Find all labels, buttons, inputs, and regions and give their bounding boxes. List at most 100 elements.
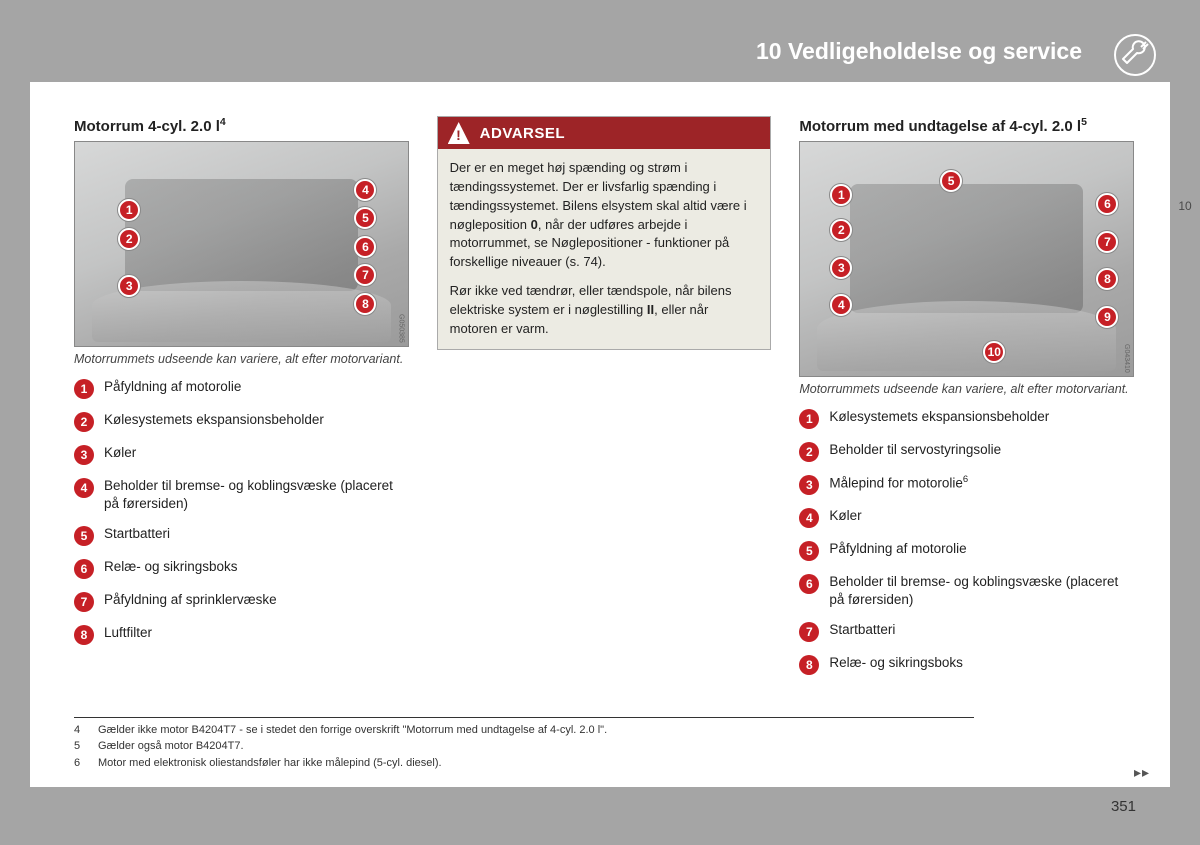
- bullet-number: 6: [74, 559, 94, 579]
- content-columns: Motorrum 4-cyl. 2.0 l4 G050385 12345678 …: [74, 116, 1134, 687]
- callout-marker: 3: [118, 275, 140, 297]
- footnote-text: Gælder ikke motor B4204T7 - se i stedet …: [98, 722, 607, 739]
- warning-paragraph-2: Rør ikke ved tændrør, eller tændspole, n…: [450, 282, 759, 339]
- item-sup: 6: [963, 474, 968, 485]
- left-item-list: 1 Påfyldning af motorolie 2 Kølesystemets e…: [74, 378, 409, 645]
- item-text: Køler: [829, 507, 861, 528]
- list-item: 3 Målepind for motorolie6: [799, 474, 1134, 495]
- callout-marker: 1: [830, 184, 852, 206]
- callout-marker: 3: [830, 257, 852, 279]
- warning-p1b: 0: [531, 217, 538, 232]
- callout-marker: 2: [830, 219, 852, 241]
- callout-marker: 2: [118, 228, 140, 250]
- bullet-number: 2: [74, 412, 94, 432]
- callout-marker: 6: [354, 236, 376, 258]
- list-item: 8 Luftfilter: [74, 624, 409, 645]
- manual-page: 10 Vedligeholdelse og service 10 Motorru…: [30, 20, 1170, 825]
- item-text: Luftfilter: [104, 624, 152, 645]
- item-text: Startbatteri: [104, 525, 170, 546]
- callout-marker: 8: [1096, 268, 1118, 290]
- right-heading: Motorrum med undtagelse af 4-cyl. 2.0 l5: [799, 116, 1134, 135]
- figure-ref-right: G043410: [1123, 344, 1130, 373]
- callout-marker: 7: [354, 264, 376, 286]
- bullet-number: 4: [799, 508, 819, 528]
- bullet-number: 2: [799, 442, 819, 462]
- warning-title: ADVARSEL: [480, 125, 565, 142]
- continue-marker: ▸▸: [1134, 764, 1150, 781]
- figure-ref-left: G050385: [398, 314, 405, 343]
- bullet-number: 3: [799, 475, 819, 495]
- bullet-number: 1: [74, 379, 94, 399]
- item-text: Startbatteri: [829, 621, 895, 642]
- footnote-number: 4: [74, 722, 88, 739]
- chapter-title: Vedligeholdelse og service: [788, 38, 1082, 65]
- callout-marker: 4: [354, 179, 376, 201]
- item-text: Påfyldning af sprinklervæske: [104, 591, 277, 612]
- left-heading-text: Motorrum 4-cyl. 2.0 l: [74, 118, 220, 135]
- column-right: Motorrum med undtagelse af 4-cyl. 2.0 l5…: [799, 116, 1134, 687]
- callout-marker: 5: [354, 207, 376, 229]
- footnote-number: 6: [74, 755, 88, 772]
- list-item: 5 Startbatteri: [74, 525, 409, 546]
- item-text: Påfyldning af motorolie: [829, 540, 966, 561]
- chapter-header: 10 Vedligeholdelse og service: [30, 20, 1170, 82]
- left-heading-sup: 4: [220, 116, 226, 128]
- item-text: Målepind for motorolie6: [829, 474, 968, 495]
- footnote: 6Motor med elektronisk oliestandsføler h…: [74, 755, 974, 772]
- item-text: Køler: [104, 444, 136, 465]
- bullet-number: 5: [799, 541, 819, 561]
- warning-header: ! ADVARSEL: [438, 117, 771, 149]
- item-text: Beholder til bremse- og koblingsvæske (p…: [829, 573, 1134, 609]
- footnote: 4 Gælder ikke motor B4204T7 - se i stedet…: [74, 722, 974, 739]
- side-tab: 10: [1170, 185, 1200, 227]
- car-front-illustration: [817, 301, 1116, 371]
- bullet-number: 8: [799, 655, 819, 675]
- page-number: 351: [1111, 798, 1136, 815]
- bullet-number: 6: [799, 574, 819, 594]
- list-item: 4 Køler: [799, 507, 1134, 528]
- list-item: 1 Påfyldning af motorolie: [74, 378, 409, 399]
- bullet-number: 8: [74, 625, 94, 645]
- right-heading-sup: 5: [1081, 116, 1087, 128]
- item-text: Kølesystemets ekspansionsbeholder: [829, 408, 1049, 429]
- callout-marker: 6: [1096, 193, 1118, 215]
- footnote-number: 5: [74, 738, 88, 755]
- list-item: 6 Beholder til bremse- og koblingsvæske (…: [799, 573, 1134, 609]
- right-heading-text: Motorrum med undtagelse af 4-cyl. 2.0 l: [799, 118, 1081, 135]
- bullet-number: 1: [799, 409, 819, 429]
- footnote-text: Gælder også motor B4204T7.: [98, 738, 244, 755]
- right-figure: G043410 12345678910: [799, 141, 1134, 377]
- engine-illustration: [125, 179, 358, 291]
- chapter-number: 10: [756, 38, 782, 65]
- item-text: Kølesystemets ekspansionsbeholder: [104, 411, 324, 432]
- item-text: Relæ- og sikringsboks: [829, 654, 963, 675]
- callout-marker: 5: [940, 170, 962, 192]
- list-item: 3Køler: [74, 444, 409, 465]
- item-text: Beholder til servostyringsolie: [829, 441, 1001, 462]
- list-item: 5 Påfyldning af motorolie: [799, 540, 1134, 561]
- list-item: 7Påfyldning af sprinklervæske: [74, 591, 409, 612]
- warning-paragraph-1: Der er en meget høj spænding og strøm i …: [450, 159, 759, 272]
- list-item: 7 Startbatteri: [799, 621, 1134, 642]
- right-caption: Motorrummets udseende kan variere, alt e…: [799, 381, 1134, 398]
- item-text: Påfyldning af motorolie: [104, 378, 241, 399]
- list-item: 2 Kølesystemets ekspansionsbeholder: [74, 411, 409, 432]
- bullet-number: 5: [74, 526, 94, 546]
- bullet-number: 7: [799, 622, 819, 642]
- wrench-icon: [1100, 20, 1170, 90]
- left-figure: G050385 12345678: [74, 141, 409, 347]
- list-item: 4 Beholder til bremse- og koblingsvæske (…: [74, 477, 409, 513]
- column-middle: ! ADVARSEL Der er en meget høj spænding …: [437, 116, 772, 687]
- page-footer: 351: [30, 787, 1170, 825]
- callout-marker: 9: [1096, 306, 1118, 328]
- item-text: Relæ- og sikringsboks: [104, 558, 238, 579]
- bullet-number: 4: [74, 478, 94, 498]
- right-item-list: 1 Kølesystemets ekspansionsbeholder 2 Behol…: [799, 408, 1134, 675]
- column-left: Motorrum 4-cyl. 2.0 l4 G050385 12345678 …: [74, 116, 409, 687]
- footnotes: 4 Gælder ikke motor B4204T7 - se i stedet…: [74, 717, 974, 772]
- warning-body: Der er en meget høj spænding og strøm i …: [438, 149, 771, 349]
- item-text: Beholder til bremse- og koblingsvæske (p…: [104, 477, 409, 513]
- list-item: 8 Relæ- og sikringsboks: [799, 654, 1134, 675]
- left-heading: Motorrum 4-cyl. 2.0 l4: [74, 116, 409, 135]
- list-item: 1 Kølesystemets ekspansionsbeholder: [799, 408, 1134, 429]
